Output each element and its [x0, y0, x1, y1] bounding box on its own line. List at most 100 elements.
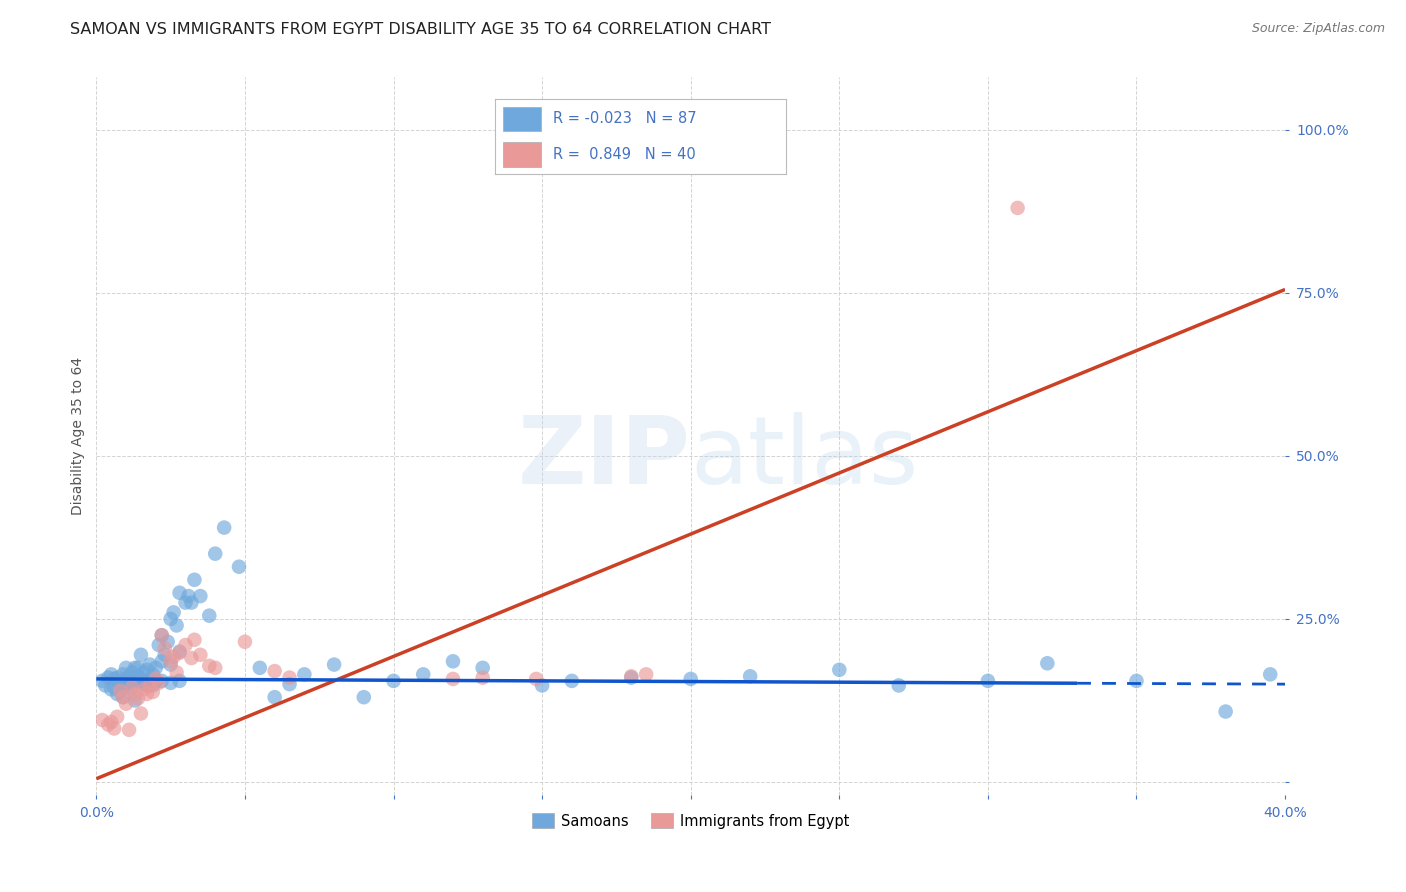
Point	[1007, 201, 1029, 215]
Point	[561, 673, 583, 688]
Point	[153, 641, 176, 656]
Point	[97, 671, 120, 685]
Point	[150, 628, 173, 642]
Point	[159, 612, 181, 626]
Point	[112, 667, 135, 681]
Point	[1036, 657, 1059, 671]
Point	[524, 672, 547, 686]
Point	[620, 671, 643, 685]
Point	[636, 667, 658, 681]
Point	[183, 632, 205, 647]
Point	[441, 672, 464, 686]
Point	[1125, 673, 1147, 688]
Point	[132, 665, 155, 680]
Point	[105, 687, 128, 701]
Point	[353, 690, 375, 705]
Text: atlas: atlas	[690, 412, 920, 504]
Point	[115, 672, 138, 686]
Point	[139, 673, 162, 688]
Point	[204, 547, 226, 561]
Point	[100, 714, 122, 729]
Point	[190, 589, 212, 603]
Point	[132, 677, 155, 691]
Point	[94, 678, 117, 692]
Point	[112, 690, 135, 705]
Legend: Samoans, Immigrants from Egypt: Samoans, Immigrants from Egypt	[526, 807, 855, 834]
Point	[204, 661, 226, 675]
Point	[124, 673, 146, 688]
Point	[145, 673, 167, 688]
Point	[129, 706, 152, 721]
Point	[249, 661, 271, 675]
Point	[148, 676, 170, 690]
Point	[169, 586, 191, 600]
Point	[887, 678, 910, 692]
Point	[112, 690, 135, 705]
Point	[145, 673, 167, 688]
Point	[142, 685, 165, 699]
Point	[139, 678, 162, 692]
Point	[148, 638, 170, 652]
Point	[115, 697, 138, 711]
Point	[180, 596, 202, 610]
Point	[174, 638, 197, 652]
Point	[118, 669, 141, 683]
Point	[153, 648, 176, 662]
Text: Source: ZipAtlas.com: Source: ZipAtlas.com	[1251, 22, 1385, 36]
Point	[169, 646, 191, 660]
Point	[183, 573, 205, 587]
Point	[139, 657, 162, 672]
Text: SAMOAN VS IMMIGRANTS FROM EGYPT DISABILITY AGE 35 TO 64 CORRELATION CHART: SAMOAN VS IMMIGRANTS FROM EGYPT DISABILI…	[70, 22, 772, 37]
Point	[100, 682, 122, 697]
Point	[142, 678, 165, 692]
Point	[162, 606, 184, 620]
Point	[278, 671, 301, 685]
Point	[1215, 705, 1237, 719]
Point	[115, 672, 138, 686]
Point	[129, 648, 152, 662]
Point	[124, 661, 146, 675]
Point	[159, 657, 181, 672]
Point	[212, 520, 235, 534]
Point	[150, 628, 173, 642]
Point	[108, 683, 131, 698]
Point	[150, 673, 173, 688]
Point	[620, 669, 643, 683]
Point	[145, 672, 167, 686]
Point	[127, 691, 149, 706]
Point	[108, 677, 131, 691]
Point	[292, 667, 315, 681]
Point	[97, 717, 120, 731]
Point	[105, 710, 128, 724]
Point	[121, 681, 143, 695]
Point	[166, 665, 188, 680]
Point	[121, 673, 143, 688]
Point	[103, 672, 125, 686]
Text: ZIP: ZIP	[517, 412, 690, 504]
Point	[177, 589, 200, 603]
Point	[156, 634, 179, 648]
Point	[127, 661, 149, 675]
Point	[233, 634, 256, 648]
Point	[278, 677, 301, 691]
Point	[679, 672, 702, 686]
Point	[382, 673, 405, 688]
Point	[169, 644, 191, 658]
Point	[115, 661, 138, 675]
Point	[139, 673, 162, 688]
Point	[91, 673, 114, 688]
Point	[129, 673, 152, 688]
Point	[159, 676, 181, 690]
Point	[132, 682, 155, 697]
Point	[228, 559, 250, 574]
Point	[531, 678, 554, 692]
Point	[150, 654, 173, 668]
Point	[166, 618, 188, 632]
Point	[471, 671, 494, 685]
Point	[108, 683, 131, 698]
Point	[135, 663, 157, 677]
Point	[121, 681, 143, 695]
Point	[471, 661, 494, 675]
Point	[91, 713, 114, 727]
Point	[162, 649, 184, 664]
